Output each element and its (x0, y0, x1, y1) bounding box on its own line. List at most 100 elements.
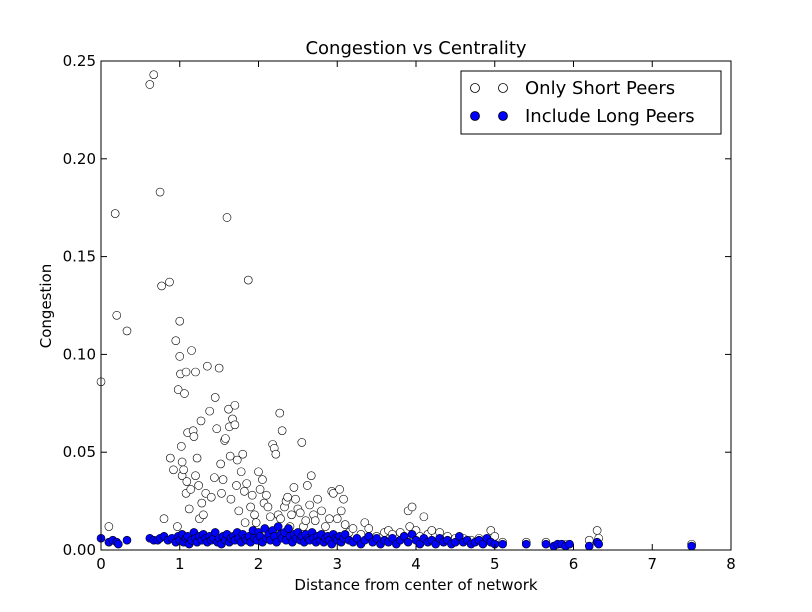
only-short-peers-point (262, 490, 271, 500)
only-short-peers-point (310, 516, 320, 525)
x-tick-label: 0 (96, 555, 106, 573)
legend-marker-filled-circle (498, 111, 508, 121)
only-short-peers-point (104, 522, 114, 531)
only-short-peers-point (230, 400, 240, 410)
only-short-peers-point (230, 420, 240, 430)
only-short-peers-point (271, 449, 281, 459)
only-short-peers-point (221, 434, 230, 443)
only-short-peers-point (191, 367, 200, 377)
x-tick-label: 3 (332, 555, 342, 573)
include-long-peers-point (478, 539, 488, 549)
only-short-peers-point (175, 316, 185, 326)
only-short-peers-point (236, 467, 246, 477)
only-short-peers-point (173, 385, 183, 394)
legend-label-include-long-peers: Include Long Peers (525, 106, 695, 127)
include-long-peers-point (210, 528, 220, 537)
only-short-peers-point (301, 516, 311, 525)
only-short-peers-point (145, 80, 155, 89)
only-short-peers-point (194, 481, 203, 490)
x-tick-label: 5 (490, 555, 500, 573)
only-short-peers-point (313, 494, 322, 504)
only-short-peers-point (348, 524, 358, 533)
y-axis-label: Congestion (37, 264, 55, 348)
include-long-peers-point (114, 539, 123, 549)
only-short-peers-point (177, 442, 186, 451)
x-axis-label: Distance from center of network (294, 576, 538, 594)
only-short-peers-point (325, 514, 334, 524)
only-short-peers-point (155, 187, 165, 197)
only-short-peers-point (166, 453, 175, 463)
include-long-peers-point (403, 537, 413, 547)
include-long-peers-point (455, 532, 464, 541)
only-short-peers-point (275, 408, 285, 418)
ticks-layer: 0 1 2 3 4 5 6 7 8 0.00 0.05 0.10 0.15 0.20 0.25 (63, 52, 736, 573)
only-short-peers-point (122, 326, 132, 336)
only-short-peers-point (486, 526, 496, 535)
only-short-peers-point (242, 479, 251, 488)
only-short-peers-point (232, 481, 241, 490)
only-short-peers-point (246, 502, 255, 512)
only-short-peers-point (212, 424, 222, 434)
only-short-peers-point (184, 504, 194, 514)
only-short-peers-point (306, 471, 316, 480)
only-short-peers-point (283, 492, 292, 502)
only-short-peers-point (240, 518, 250, 527)
only-short-peers-point (149, 70, 159, 79)
only-short-peers-point (255, 485, 265, 494)
only-short-peers-point (180, 389, 189, 398)
only-short-peers-point (226, 494, 236, 504)
only-short-peers-point (289, 483, 299, 492)
only-short-peers-point (173, 522, 182, 531)
only-short-peers-point (592, 526, 602, 535)
only-short-peers-point (203, 361, 212, 371)
only-short-peers-point (305, 500, 314, 510)
include-long-peers-point (388, 533, 397, 543)
only-short-peers-point (187, 346, 196, 355)
x-tick-label: 4 (411, 555, 421, 573)
only-short-peers-point (224, 404, 233, 414)
x-tick-label: 1 (175, 555, 185, 573)
include-long-peers-point (584, 541, 594, 551)
only-short-peers-point (234, 506, 244, 516)
include-long-peers-point (273, 522, 283, 531)
only-short-peers-point (405, 522, 415, 531)
legend-marker-filled-circle (470, 111, 480, 121)
y-tick-label: 0.20 (63, 150, 96, 168)
only-short-peers-point (179, 465, 188, 475)
include-long-peers-point (340, 530, 350, 539)
only-short-peers-point (254, 467, 263, 477)
only-short-peers-point (297, 438, 307, 447)
x-tick-label: 6 (569, 555, 579, 573)
only-short-peers-point (332, 514, 342, 524)
legend-marker-open-circle (498, 83, 508, 93)
only-short-peers-point (210, 393, 220, 402)
only-short-peers-point (317, 506, 326, 516)
only-short-peers-point (360, 518, 370, 527)
only-short-peers-point (218, 475, 228, 484)
only-short-peers-point (266, 512, 275, 522)
include-long-peers-point (541, 539, 551, 549)
only-short-peers-point (321, 522, 330, 531)
only-short-peers-point (192, 453, 202, 463)
only-short-peers-point (329, 488, 338, 498)
x-tick-label: 7 (647, 555, 657, 573)
only-short-peers-point (336, 506, 346, 516)
only-short-peers-point (210, 473, 219, 482)
include-long-peers-point (431, 539, 440, 549)
y-tick-label: 0.15 (63, 248, 96, 266)
only-short-peers-point (110, 209, 120, 218)
legend-marker-open-circle (470, 83, 480, 93)
only-short-peers-point (277, 426, 287, 435)
points-layer (96, 70, 696, 551)
only-short-peers-point (157, 281, 166, 291)
only-short-peers-point (251, 518, 261, 527)
y-tick-label: 0.00 (63, 541, 96, 559)
only-short-peers-point (177, 457, 187, 467)
only-short-peers-point (364, 524, 374, 533)
y-tick-label: 0.05 (63, 443, 96, 461)
only-short-peers-point (175, 352, 185, 361)
include-long-peers-point (565, 539, 574, 549)
only-short-peers-point (199, 510, 208, 520)
include-long-peers-point (364, 532, 374, 541)
only-short-peers-point (339, 494, 348, 504)
